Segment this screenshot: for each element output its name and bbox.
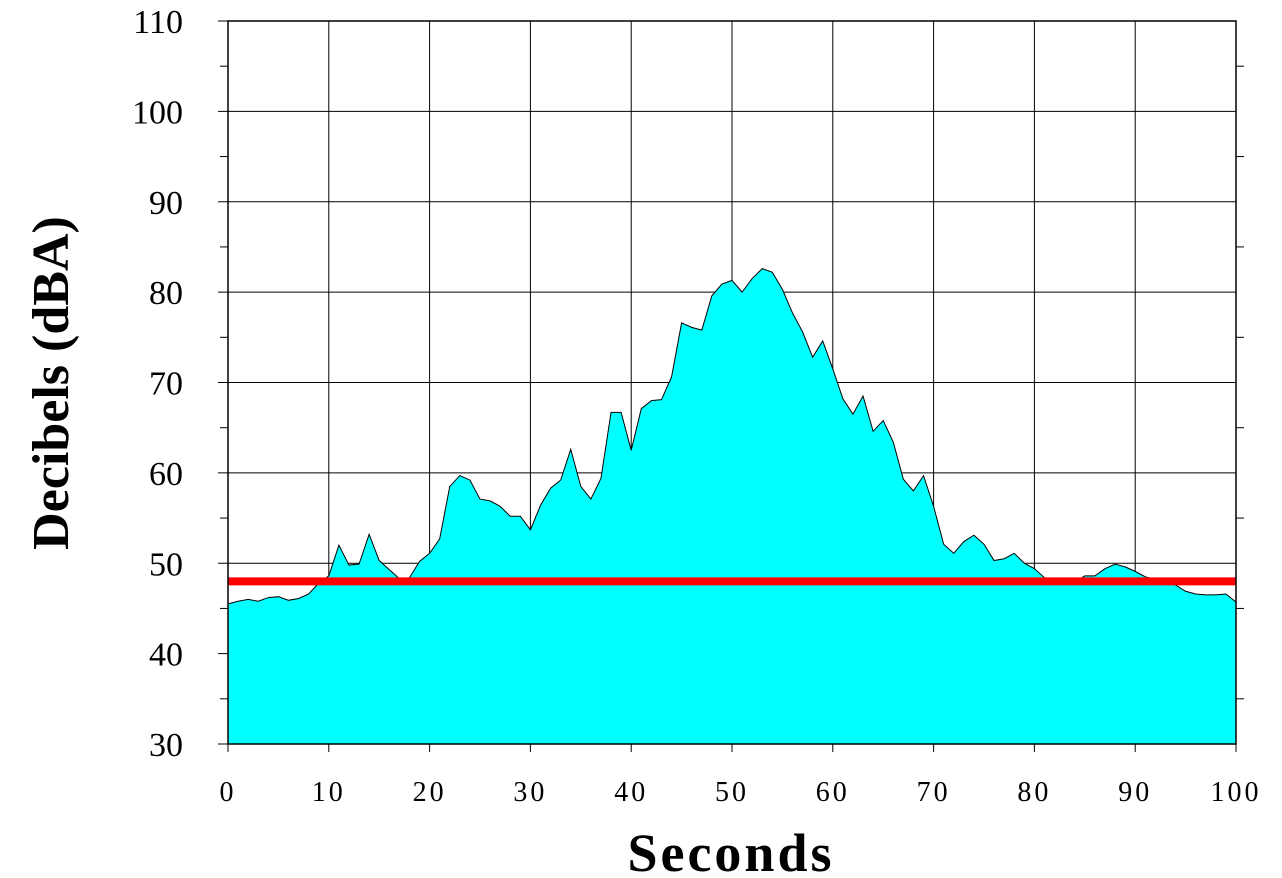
y-tick-label: 50 [149, 546, 183, 583]
y-tick-label: 40 [149, 637, 183, 674]
x-tick-label: 50 [715, 777, 749, 808]
x-tick-label: 90 [1118, 777, 1152, 808]
y-tick-label: 60 [149, 456, 183, 493]
x-tick-label: 0 [220, 777, 237, 808]
x-tick-label: 10 [312, 777, 346, 808]
y-tick-label: 30 [149, 727, 183, 764]
minor-tick-marks [218, 20, 1244, 752]
x-tick-label: 80 [1017, 777, 1051, 808]
y-tick-label: 80 [149, 275, 183, 312]
x-tick-label: 30 [513, 777, 547, 808]
y-axis-title: Decibels (dBA) [23, 216, 80, 550]
x-tick-label: 60 [816, 777, 850, 808]
y-tick-label: 100 [132, 94, 183, 131]
y-tick-label: 70 [149, 366, 183, 403]
y-tick-label: 90 [149, 185, 183, 222]
x-tick-label: 20 [413, 777, 447, 808]
y-axis-tick-labels: 30 40 50 60 70 80 90 100 110 [132, 4, 183, 764]
x-tick-label: 40 [614, 777, 648, 808]
x-axis-title: Seconds [627, 823, 834, 878]
x-tick-label: 70 [917, 777, 951, 808]
y-tick-label: 110 [133, 4, 183, 41]
decibel-area-series [227, 268, 1237, 745]
x-axis-tick-labels: 0 10 20 30 40 50 60 70 80 90 100 [220, 777, 1262, 808]
x-tick-label: 100 [1211, 777, 1262, 808]
plot-frame [227, 20, 1237, 745]
